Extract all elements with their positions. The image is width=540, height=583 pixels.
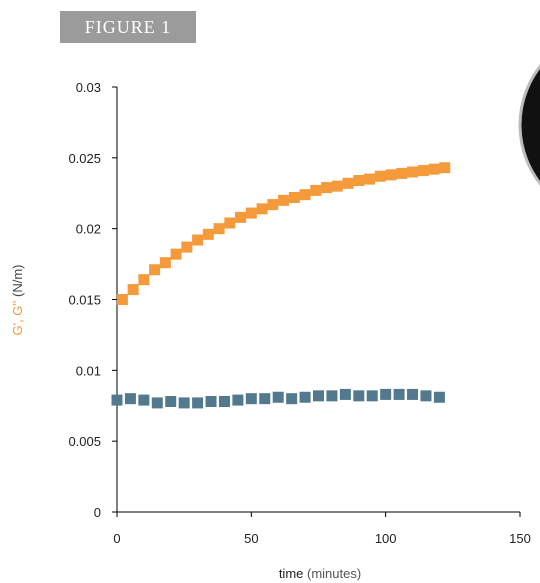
y-tick-label: 0 <box>94 505 101 520</box>
point <box>321 182 332 193</box>
y-axis-label: G', G'' (N/m) <box>10 264 25 335</box>
point <box>343 178 354 189</box>
point <box>396 168 407 179</box>
point <box>300 392 311 403</box>
point <box>300 189 311 200</box>
point <box>203 229 214 240</box>
point <box>125 393 136 404</box>
point <box>138 274 149 285</box>
point <box>257 203 268 214</box>
y-tick-label: 0.01 <box>76 363 101 378</box>
x-label-unit: (minutes) <box>307 566 361 581</box>
point <box>418 165 429 176</box>
y-label-main: G', G'' <box>10 301 25 336</box>
point <box>326 390 337 401</box>
point <box>224 218 235 229</box>
point <box>340 389 351 400</box>
point <box>375 171 386 182</box>
y-tick-label: 0.025 <box>68 151 101 166</box>
badge-text: FIGURE 1 <box>85 17 172 37</box>
y-tick-label: 0.005 <box>68 434 101 449</box>
point <box>407 389 418 400</box>
point <box>171 249 182 260</box>
point <box>310 185 321 196</box>
point <box>364 174 375 185</box>
point <box>181 242 192 253</box>
point <box>267 199 278 210</box>
point <box>439 162 450 173</box>
point <box>179 397 190 408</box>
point <box>235 212 246 223</box>
decor-circle <box>520 30 540 220</box>
point <box>332 181 343 192</box>
y-tick-label: 0.03 <box>76 80 101 95</box>
point <box>138 395 149 406</box>
point <box>112 395 123 406</box>
point <box>149 264 160 275</box>
point <box>246 393 257 404</box>
point <box>128 284 139 295</box>
x-tick-label: 100 <box>375 531 397 546</box>
point <box>246 208 257 219</box>
point <box>386 169 397 180</box>
point <box>407 167 418 178</box>
point <box>165 396 176 407</box>
point <box>353 390 364 401</box>
x-tick-label: 0 <box>113 531 120 546</box>
y-tick-label: 0.015 <box>68 293 101 308</box>
point <box>394 389 405 400</box>
point <box>160 257 171 268</box>
y-label-unit: (N/m) <box>10 264 25 297</box>
x-label-main: time <box>279 566 304 581</box>
point <box>232 395 243 406</box>
y-tick-label: 0.02 <box>76 222 101 237</box>
point <box>214 223 225 234</box>
x-tick-label: 50 <box>244 531 258 546</box>
point <box>219 396 230 407</box>
chart: FIGURE 1 time (minutes) G', G'' (N/m) 00… <box>0 0 540 583</box>
point <box>206 396 217 407</box>
point <box>117 294 128 305</box>
point <box>259 393 270 404</box>
point <box>278 195 289 206</box>
point <box>353 175 364 186</box>
point <box>192 235 203 246</box>
point <box>273 392 284 403</box>
point <box>429 164 440 175</box>
point <box>380 389 391 400</box>
point <box>367 390 378 401</box>
x-tick-label: 150 <box>509 531 531 546</box>
x-axis-label: time (minutes) <box>279 566 361 581</box>
point <box>152 397 163 408</box>
point <box>313 390 324 401</box>
point <box>420 390 431 401</box>
point <box>289 192 300 203</box>
point <box>286 393 297 404</box>
point <box>192 397 203 408</box>
point <box>434 392 445 403</box>
